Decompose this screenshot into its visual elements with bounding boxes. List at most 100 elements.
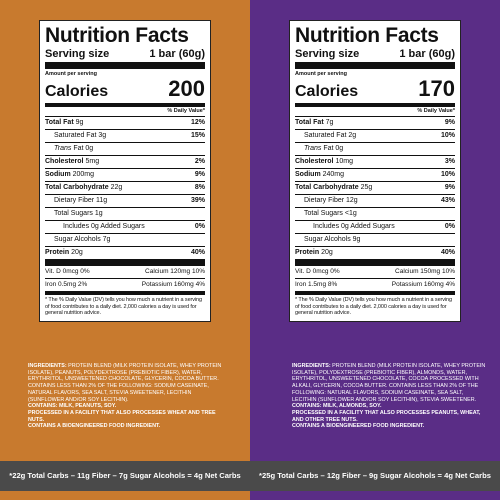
carbohydrate-dv: 9% bbox=[444, 184, 455, 191]
iron-value: Iron 1.5mg 8% bbox=[295, 281, 338, 288]
saturated-fat-amount: 2g bbox=[348, 132, 357, 139]
amount-per-serving: Amount per serving bbox=[295, 71, 347, 77]
saturated-fat-row: Saturated Fat 2g 10% bbox=[295, 130, 455, 143]
carbohydrate-label: Total Carbohydrate bbox=[45, 184, 109, 191]
dietary-fiber-label: Dietary Fiber 12g bbox=[304, 197, 358, 204]
protein-label: Protein bbox=[45, 249, 70, 256]
calories-value: 200 bbox=[168, 76, 205, 101]
trans-fat-label: Trans bbox=[304, 145, 322, 152]
total-sugars-row: Total Sugars <1g bbox=[295, 208, 455, 221]
vitamin-row-1: Vit. D 0mcg 0% Calcium 150mg 10% bbox=[295, 266, 455, 279]
protein-amount: 20g bbox=[71, 249, 83, 256]
dietary-fiber-row: Dietary Fiber 11g 39% bbox=[45, 195, 205, 208]
protein-label: Protein bbox=[295, 249, 320, 256]
calories-value: 170 bbox=[418, 76, 455, 101]
label-title: Nutrition Facts bbox=[295, 24, 439, 47]
cholesterol-amount: 10mg bbox=[335, 158, 353, 165]
sodium-row: Sodium 200mg 9% bbox=[45, 169, 205, 182]
trans-fat-row: Trans Fat 0g bbox=[295, 143, 455, 156]
added-sugars-dv: 0% bbox=[444, 223, 455, 230]
protein-row: Protein 20g 40% bbox=[295, 247, 455, 266]
daily-value-footnote: * The % Daily Value (DV) tells you how m… bbox=[45, 297, 202, 317]
serving-size-row: Serving size 1 bar (60g) bbox=[295, 47, 455, 69]
carbohydrate-amount: 25g bbox=[360, 184, 373, 191]
facility-statement: Processed in a facility that also proces… bbox=[28, 409, 216, 423]
added-sugars-row: Includes 0g Added Sugars 0% bbox=[295, 221, 455, 234]
total-fat-amount: 9g bbox=[75, 119, 84, 126]
total-carbohydrate-row: Total Carbohydrate 22g 8% bbox=[45, 182, 205, 195]
net-carbs-bar: *25g Total Carbs – 12g Fiber – 9g Sugar … bbox=[250, 461, 500, 491]
cholesterol-row: Cholesterol 5mg 2% bbox=[45, 156, 205, 169]
label-title: Nutrition Facts bbox=[45, 24, 189, 47]
sodium-amount: 240mg bbox=[322, 171, 345, 178]
saturated-fat-dv: 10% bbox=[440, 132, 455, 139]
sodium-amount: 200mg bbox=[72, 171, 95, 178]
total-fat-dv: 12% bbox=[190, 119, 205, 126]
nutrition-label: Nutrition Facts Serving size 1 bar (60g)… bbox=[289, 20, 461, 322]
carbohydrate-amount: 22g bbox=[110, 184, 123, 191]
calories-label: Calories bbox=[45, 83, 109, 100]
ingredients-label: Ingredients: bbox=[292, 363, 331, 369]
cholesterol-label: Cholesterol bbox=[45, 158, 84, 165]
ingredients-block: Ingredients: Protein Blend (Milk Protein… bbox=[292, 363, 488, 430]
cholesterol-row: Cholesterol 10mg 3% bbox=[295, 156, 455, 169]
trans-fat-label: Trans bbox=[54, 145, 72, 152]
total-fat-label: Total Fat bbox=[45, 119, 74, 126]
total-sugars-label: Total Sugars 1g bbox=[54, 210, 103, 217]
allergen-contains: Contains: Milk, Peanuts, Soy. bbox=[28, 403, 117, 410]
trans-fat-amount: Fat 0g bbox=[73, 145, 94, 152]
calcium-value: Calcium 150mg 10% bbox=[395, 268, 455, 275]
saturated-fat-amount: 3g bbox=[98, 132, 107, 139]
saturated-fat-label: Saturated Fat bbox=[304, 132, 347, 139]
dietary-fiber-label: Dietary Fiber 11g bbox=[54, 197, 108, 204]
ingredients-block: Ingredients: Protein Blend (Milk Protein… bbox=[28, 363, 224, 430]
cholesterol-label: Cholesterol bbox=[295, 158, 334, 165]
sugar-alcohols-row: Sugar Alcohols 7g bbox=[45, 234, 205, 247]
dietary-fiber-dv: 39% bbox=[190, 197, 205, 204]
total-carbohydrate-row: Total Carbohydrate 25g 9% bbox=[295, 182, 455, 195]
vitamin-row-1: Vit. D 0mcg 0% Calcium 120mg 10% bbox=[45, 266, 205, 279]
sodium-row: Sodium 240mg 10% bbox=[295, 169, 455, 182]
saturated-fat-label: Saturated Fat bbox=[54, 132, 97, 139]
added-sugars-label: Includes 0g Added Sugars bbox=[313, 223, 395, 230]
total-fat-label: Total Fat bbox=[295, 119, 324, 126]
sodium-label: Sodium bbox=[45, 171, 71, 178]
total-fat-row: Total Fat 7g 9% bbox=[295, 117, 455, 130]
sugar-alcohols-label: Sugar Alcohols 7g bbox=[54, 236, 111, 243]
sodium-dv: 9% bbox=[194, 171, 205, 178]
nutrition-label: Nutrition Facts Serving size 1 bar (60g)… bbox=[39, 20, 211, 322]
bioengineered-statement: Contains a bioengineered food ingredient… bbox=[292, 423, 425, 430]
daily-value-footnote: * The % Daily Value (DV) tells you how m… bbox=[295, 297, 452, 317]
protein-row: Protein 20g 40% bbox=[45, 247, 205, 266]
sugar-alcohols-row: Sugar Alcohols 9g bbox=[295, 234, 455, 247]
cholesterol-dv: 2% bbox=[194, 158, 205, 165]
sodium-dv: 10% bbox=[440, 171, 455, 178]
amount-per-serving: Amount per serving bbox=[45, 71, 97, 77]
vitamin-d-value: Vit. D 0mcg 0% bbox=[45, 268, 90, 275]
potassium-value: Potassium 160mg 4% bbox=[141, 281, 205, 288]
protein-dv: 40% bbox=[190, 249, 205, 256]
right-product-panel: Nutrition Facts Serving size 1 bar (60g)… bbox=[250, 0, 500, 500]
total-fat-amount: 7g bbox=[325, 119, 334, 126]
vitamin-row-2: Iron 0.5mg 2% Potassium 160mg 4% bbox=[45, 279, 205, 295]
cholesterol-dv: 3% bbox=[444, 158, 455, 165]
total-fat-row: Total Fat 9g 12% bbox=[45, 117, 205, 130]
total-sugars-row: Total Sugars 1g bbox=[45, 208, 205, 221]
daily-value-header: % Daily Value* bbox=[295, 107, 455, 117]
serving-size-value: 1 bar (60g) bbox=[399, 48, 455, 60]
net-carbs-bar: *22g Total Carbs – 11g Fiber – 7g Sugar … bbox=[0, 461, 250, 491]
trans-fat-amount: Fat 0g bbox=[323, 145, 344, 152]
trans-fat-row: Trans Fat 0g bbox=[45, 143, 205, 156]
vitamin-row-2: Iron 1.5mg 8% Potassium 160mg 4% bbox=[295, 279, 455, 295]
protein-dv: 40% bbox=[440, 249, 455, 256]
potassium-value: Potassium 160mg 4% bbox=[391, 281, 455, 288]
iron-value: Iron 0.5mg 2% bbox=[45, 281, 88, 288]
sodium-label: Sodium bbox=[295, 171, 321, 178]
ingredients-text: Protein Blend (Milk Protein Isolate, Whe… bbox=[292, 363, 486, 403]
added-sugars-label: Includes 0g Added Sugars bbox=[63, 223, 145, 230]
ingredients-text: Protein Blend (Milk Protein Isolate, Whe… bbox=[28, 363, 222, 403]
serving-size-value: 1 bar (60g) bbox=[149, 48, 205, 60]
serving-size-label: Serving size bbox=[295, 48, 360, 60]
bioengineered-statement: Contains a bioengineered food ingredient… bbox=[28, 423, 161, 430]
calories-label: Calories bbox=[295, 83, 359, 100]
